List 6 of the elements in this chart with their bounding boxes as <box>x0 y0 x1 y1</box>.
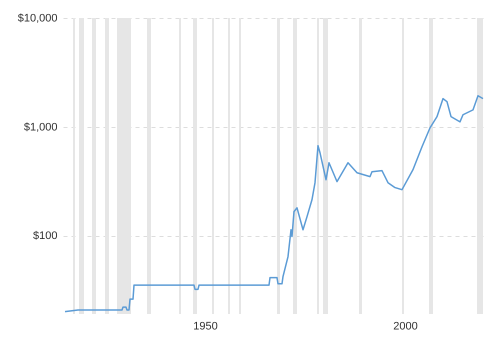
y-tick-label: $100 <box>33 230 58 242</box>
line-series <box>64 94 484 312</box>
y-tick-label: $1,000 <box>24 121 58 134</box>
y-tick-label: $10,000 <box>18 12 58 24</box>
x-tick-label: 2000 <box>393 320 418 332</box>
x-tick-label: 1950 <box>193 320 218 332</box>
